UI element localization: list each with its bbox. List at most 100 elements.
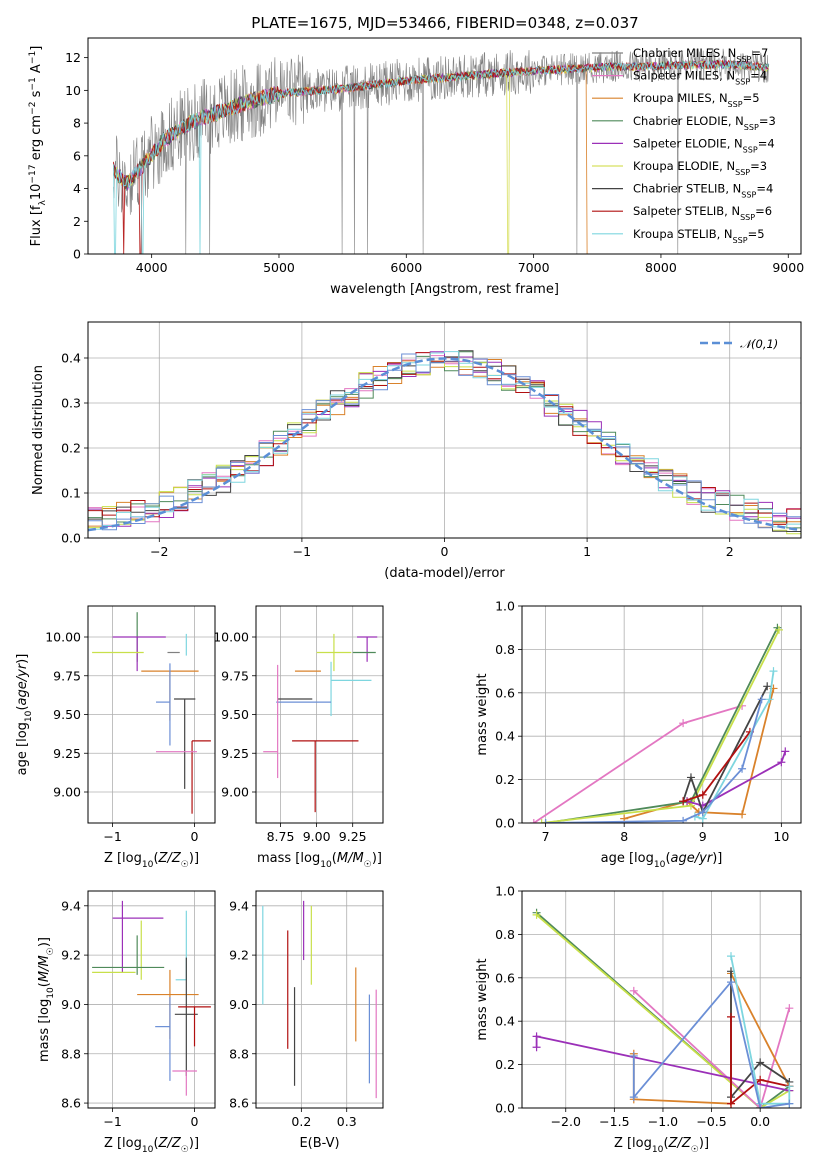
plot-area (263, 633, 378, 813)
x-tick-label: 7000 (518, 260, 550, 275)
y-tick-label: 9.50 (221, 707, 249, 722)
data-point-marker (785, 1099, 794, 1108)
y-tick-label: 0.1 (61, 486, 81, 501)
residual-histogram (88, 353, 801, 535)
y-tick-label: 4 (73, 181, 81, 196)
normal-reference-curve (88, 357, 801, 532)
y-tick-label: 0.4 (495, 729, 515, 744)
gridlines (256, 606, 383, 823)
legend: Chabrier MILES, NSSP=7 Salpeter MILES, NS… (592, 46, 776, 244)
x-tick-label: 10 (773, 829, 789, 844)
legend-label: 𝒩(0,1) (740, 337, 778, 351)
y-tick-label: 0.6 (495, 685, 515, 700)
legend-label: Salpeter STELIB, NSSP=6 (633, 204, 772, 222)
data-point-marker (756, 1075, 765, 1084)
data-point-marker (757, 695, 766, 704)
panel-mass-vs-Z: −1 0 8.6 8.8 9.0 9.2 9.4 Z [log10(Z/Z☉)] mass [l… (37, 890, 216, 1155)
data-point-marker (679, 797, 688, 806)
data-point-marker (532, 1032, 541, 1041)
x-tick-label: 5000 (263, 260, 295, 275)
data-point-marker (679, 719, 688, 728)
data-point-marker (532, 1043, 541, 1052)
y-tick-label: 9.50 (53, 707, 81, 722)
legend-label: Salpeter MILES, NSSP=4 (633, 69, 767, 87)
x-tick-label: −1 (293, 544, 311, 559)
gridlines (256, 891, 383, 1108)
x-tick-label: 0.0 (750, 1114, 770, 1129)
x-tick-label: 0.2 (291, 1114, 311, 1129)
panel-massweight-vs-age: 7 8 9 10 0.0 0.2 0.4 0.6 0.8 1.0 age [log10(age/yr… (475, 599, 802, 870)
data-point-marker (679, 816, 688, 823)
series-line (682, 731, 751, 803)
spectrum-data-line (113, 48, 770, 254)
x-tick-label: 8000 (645, 260, 677, 275)
data-point-marker (738, 764, 747, 773)
x-axis-label: Z [log10(Z/Z☉)] (614, 1136, 709, 1155)
legend-label: Kroupa STELIB, NSSP=5 (633, 227, 765, 245)
y-axis-label: mass [log10(M/M☉)] (37, 937, 56, 1062)
data-point-marker (763, 682, 772, 691)
y-tick-label: 9.0 (61, 997, 81, 1012)
data-point-marker (629, 986, 638, 995)
y-tick-label: 1.0 (495, 884, 515, 899)
x-axis-label: wavelength [Angstrom, rest frame] (330, 282, 559, 297)
data-point-marker (541, 819, 550, 823)
data-point-marker (774, 625, 783, 634)
x-tick-label: 9000 (772, 260, 804, 275)
data-point-marker (532, 910, 541, 919)
data-point-marker (781, 747, 790, 756)
series-line (730, 955, 791, 1105)
plot-area (88, 350, 801, 535)
x-tick-label: 0 (191, 1114, 199, 1129)
figure-title: PLATE=1675, MJD=53466, FIBERID=0348, z=0… (251, 14, 638, 32)
y-tick-label: 8.8 (229, 1046, 249, 1061)
y-tick-label: 9.2 (61, 948, 81, 963)
plot-area (92, 900, 211, 1096)
x-axis-label: E(B-V) (299, 1136, 339, 1151)
axes-frame (87, 890, 216, 1109)
x-tick-label: −1 (103, 829, 121, 844)
axes-frame (521, 890, 802, 1109)
x-tick-label: 0.3 (337, 1114, 357, 1129)
axes-frame (87, 37, 802, 255)
y-tick-label: 9.25 (53, 746, 81, 761)
x-axis-label: mass [log10(M/M☉)] (257, 851, 382, 870)
data-point-marker (698, 808, 707, 817)
y-tick-label: 0 (73, 247, 81, 262)
x-tick-label: 4000 (136, 260, 168, 275)
plot-area (532, 908, 794, 1108)
legend-label: Salpeter ELODIE, NSSP=4 (633, 136, 775, 154)
plot-layer: 4000 5000 6000 7000 8000 9000024681012wavelen… (15, 37, 804, 1155)
y-axis-label: mass weight (475, 958, 490, 1040)
x-tick-label: 0 (441, 544, 449, 559)
spectrum-model-line (113, 60, 769, 254)
y-tick-label: 0.2 (495, 772, 515, 787)
plot-area (262, 900, 377, 1099)
y-tick-label: 0.0 (495, 1101, 515, 1116)
x-tick-label: 9 (699, 829, 707, 844)
y-tick-label: 8.6 (61, 1096, 81, 1111)
legend-label: Chabrier STELIB, NSSP=4 (633, 182, 773, 200)
x-tick-label: −1.0 (648, 1114, 678, 1129)
plot-area (113, 48, 770, 254)
data-point-marker (756, 1058, 765, 1067)
x-axis-label: age [log10(age/yr)] (601, 851, 723, 870)
legend-label: Kroupa MILES, NSSP=5 (633, 91, 760, 109)
y-tick-label: 2 (73, 214, 81, 229)
data-point-marker (686, 773, 695, 782)
data-point-marker (698, 790, 707, 799)
spectrum-model-line (113, 59, 769, 254)
y-tick-label: 10 (65, 83, 81, 98)
x-tick-label: −0.5 (696, 1114, 726, 1129)
x-tick-label: 2 (726, 544, 734, 559)
y-tick-label: 10.00 (45, 630, 81, 645)
x-tick-label: 0 (191, 829, 199, 844)
series-line (694, 670, 775, 820)
spectrum-model-line (113, 60, 769, 254)
axes-frame (521, 605, 802, 824)
y-axis-label: Flux [fλ10−17 erg cm−2 s−1 A−1] (28, 46, 48, 247)
gridlines (522, 890, 801, 1109)
data-point-marker (727, 1012, 736, 1021)
data-point-marker (738, 810, 747, 819)
y-tick-label: 9.00 (53, 785, 81, 800)
